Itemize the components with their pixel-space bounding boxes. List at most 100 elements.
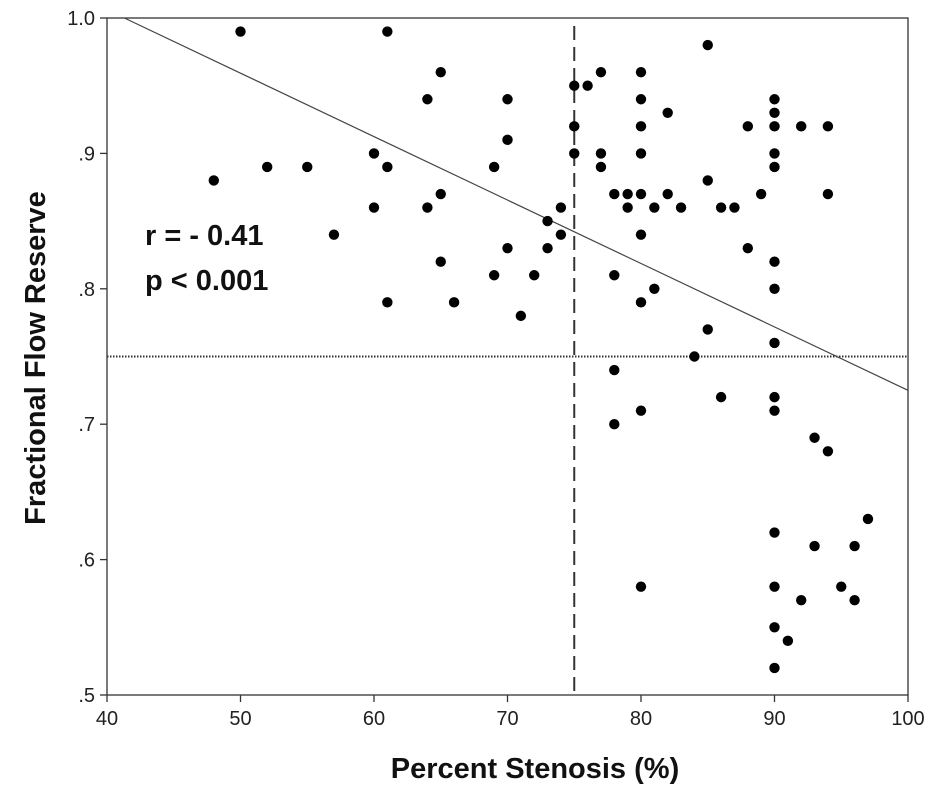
- data-point: [609, 364, 620, 376]
- data-point: [662, 107, 673, 118]
- x-tick-label: 70: [496, 708, 518, 730]
- data-point: [435, 188, 446, 200]
- data-point: [689, 351, 700, 362]
- data-point: [702, 39, 713, 51]
- data-point: [662, 188, 673, 200]
- data-point: [502, 242, 513, 254]
- x-tick-label: 80: [630, 708, 652, 730]
- data-point: [368, 202, 380, 213]
- x-tick-label: 50: [229, 708, 251, 730]
- data-point: [702, 175, 713, 186]
- data-point: [849, 595, 860, 606]
- data-point: [649, 283, 660, 294]
- y-axis-title: Fractional Flow Reserve: [20, 191, 52, 525]
- regression-line-group: [124, 17, 909, 391]
- data-point: [769, 121, 780, 132]
- data-point: [609, 270, 620, 281]
- data-point: [742, 242, 753, 254]
- data-point: [675, 202, 687, 213]
- data-point: [569, 121, 580, 132]
- data-point: [502, 94, 513, 105]
- data-points: [208, 26, 874, 674]
- data-point: [595, 161, 607, 173]
- data-point: [609, 188, 620, 200]
- data-point: [822, 446, 834, 457]
- data-point: [502, 134, 513, 146]
- data-point: [809, 540, 820, 552]
- data-point: [755, 188, 767, 200]
- data-point: [635, 148, 647, 159]
- data-point: [769, 161, 780, 173]
- stat-p-label: p < 0.001: [145, 265, 268, 297]
- data-point: [635, 405, 647, 416]
- data-point: [822, 121, 834, 132]
- data-point: [208, 175, 219, 186]
- data-point: [435, 256, 446, 267]
- data-point: [422, 202, 433, 213]
- data-point: [809, 432, 820, 443]
- data-point: [796, 595, 807, 606]
- data-point: [742, 121, 753, 132]
- stat-r-label: r = - 0.41: [145, 220, 264, 252]
- y-tick-label: .6: [78, 550, 95, 572]
- y-tick-label: 1.0: [67, 8, 95, 30]
- x-axis-ticks: 40 50 60 70 80 90 100: [96, 695, 925, 730]
- reference-lines: [107, 26, 908, 695]
- data-point: [529, 270, 540, 281]
- y-tick-label: .7: [78, 414, 95, 436]
- x-tick-label: 60: [363, 708, 385, 730]
- data-point: [595, 148, 607, 159]
- data-point: [769, 337, 780, 349]
- data-point: [702, 324, 713, 335]
- data-point: [595, 66, 607, 78]
- data-point: [542, 215, 553, 227]
- data-point: [448, 297, 460, 308]
- data-point: [769, 148, 780, 159]
- y-tick-label: .8: [78, 279, 95, 301]
- data-point: [769, 662, 780, 674]
- data-point: [488, 270, 500, 281]
- data-point: [769, 256, 780, 267]
- data-point: [622, 202, 633, 213]
- data-point: [635, 66, 647, 78]
- data-point: [796, 121, 807, 132]
- data-point: [769, 581, 780, 592]
- data-point: [382, 161, 393, 173]
- data-point: [635, 229, 647, 240]
- data-point: [422, 94, 433, 105]
- data-point: [382, 297, 393, 308]
- data-point: [328, 229, 340, 240]
- data-point: [262, 161, 273, 173]
- data-point: [622, 188, 633, 200]
- data-point: [635, 297, 647, 308]
- regression-line: [124, 17, 909, 391]
- x-tick-label: 90: [763, 708, 785, 730]
- y-tick-label: .5: [78, 685, 95, 707]
- data-point: [435, 66, 446, 78]
- y-axis-ticks: .5 .6 .7 .8 .9 1.0: [67, 8, 107, 707]
- data-point: [782, 635, 794, 647]
- data-point: [515, 310, 527, 322]
- data-point: [849, 540, 860, 552]
- data-point: [302, 161, 313, 173]
- data-point: [635, 188, 647, 200]
- data-point: [769, 405, 780, 416]
- y-tick-label: .9: [78, 143, 95, 165]
- x-tick-label: 40: [96, 708, 118, 730]
- data-point: [635, 121, 647, 132]
- data-point: [569, 80, 580, 91]
- data-point: [569, 148, 580, 159]
- data-point: [769, 527, 780, 538]
- data-point: [822, 188, 834, 200]
- x-axis-title: Percent Stenosis (%): [391, 753, 679, 785]
- data-point: [635, 94, 647, 105]
- data-point: [769, 283, 780, 294]
- data-point: [235, 26, 246, 37]
- data-point: [729, 202, 740, 213]
- data-point: [769, 94, 780, 105]
- data-point: [609, 419, 620, 430]
- data-point: [368, 148, 380, 159]
- data-point: [715, 202, 727, 213]
- data-point: [649, 202, 660, 213]
